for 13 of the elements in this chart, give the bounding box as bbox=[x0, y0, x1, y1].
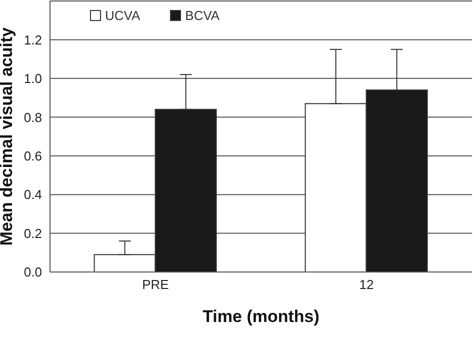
x-axis-title: Time (months) bbox=[202, 307, 320, 326]
y-tick-label: 0.8 bbox=[24, 110, 42, 125]
x-tick-label: PRE bbox=[142, 277, 170, 292]
y-tick-label: 0.4 bbox=[24, 187, 42, 202]
y-axis-title: Mean decimal visual acuity bbox=[0, 26, 16, 246]
y-tick-label: 0.6 bbox=[24, 148, 42, 164]
y-tick-label: 0.2 bbox=[24, 226, 42, 241]
y-tick-label: 1.2 bbox=[24, 32, 42, 48]
x-tick-label: 12 bbox=[359, 277, 374, 292]
y-tick-label: 0.0 bbox=[24, 264, 42, 280]
y-tick-label: 1.0 bbox=[24, 71, 42, 86]
legend-label: UCVA bbox=[104, 8, 140, 23]
legend-label: BCVA bbox=[184, 8, 220, 23]
